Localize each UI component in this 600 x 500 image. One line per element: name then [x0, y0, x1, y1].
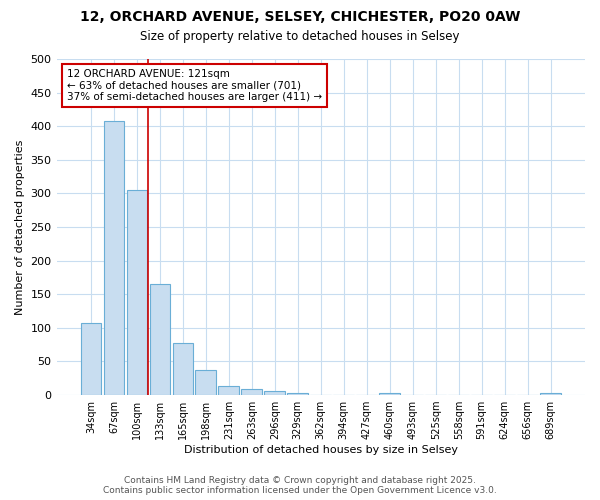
Bar	[127, 190, 147, 395]
Bar	[540, 393, 561, 395]
Text: Size of property relative to detached houses in Selsey: Size of property relative to detached ho…	[140, 30, 460, 43]
Bar	[80, 323, 101, 395]
Bar	[379, 393, 400, 395]
Bar	[241, 389, 262, 395]
Text: 12 ORCHARD AVENUE: 121sqm
← 63% of detached houses are smaller (701)
37% of semi: 12 ORCHARD AVENUE: 121sqm ← 63% of detac…	[67, 69, 322, 102]
Bar	[218, 386, 239, 395]
Bar	[287, 393, 308, 395]
Bar	[173, 342, 193, 395]
X-axis label: Distribution of detached houses by size in Selsey: Distribution of detached houses by size …	[184, 445, 458, 455]
Text: 12, ORCHARD AVENUE, SELSEY, CHICHESTER, PO20 0AW: 12, ORCHARD AVENUE, SELSEY, CHICHESTER, …	[80, 10, 520, 24]
Text: Contains HM Land Registry data © Crown copyright and database right 2025.
Contai: Contains HM Land Registry data © Crown c…	[103, 476, 497, 495]
Bar	[196, 370, 216, 395]
Bar	[265, 391, 285, 395]
Y-axis label: Number of detached properties: Number of detached properties	[15, 140, 25, 314]
Bar	[104, 121, 124, 395]
Bar	[149, 284, 170, 395]
